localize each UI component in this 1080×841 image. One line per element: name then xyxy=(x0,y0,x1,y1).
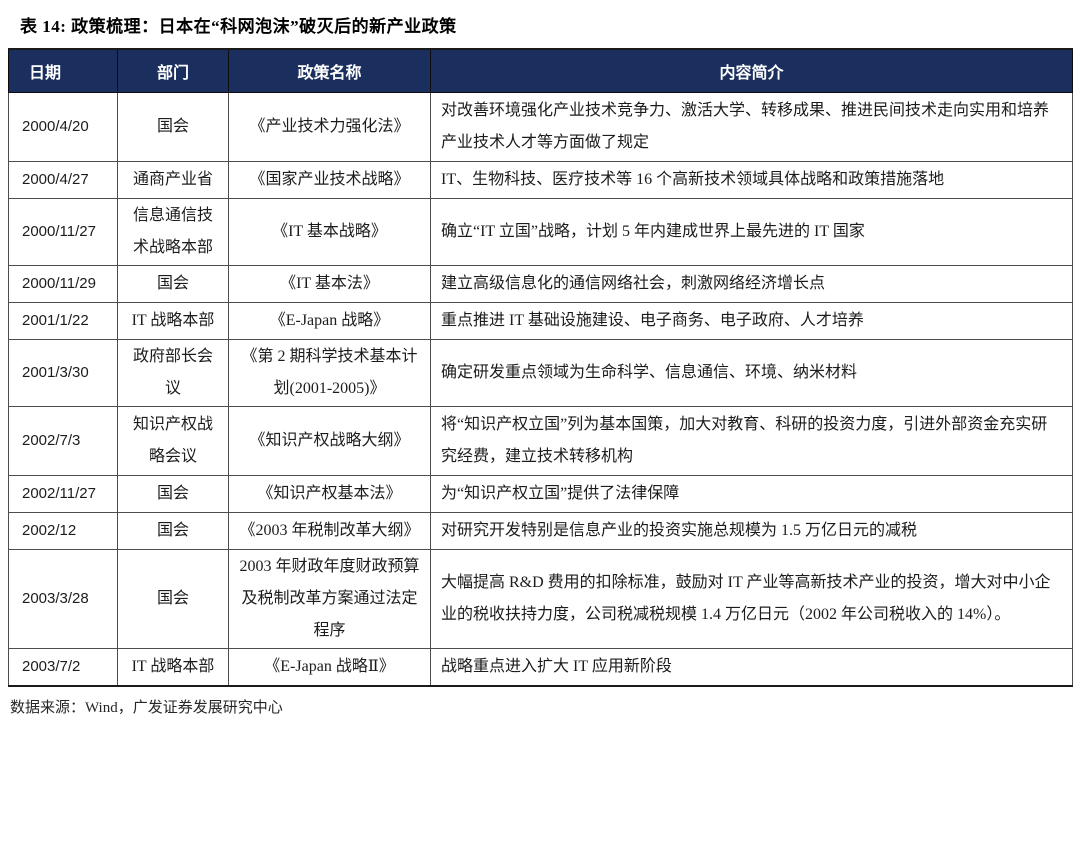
table-body: 2000/4/20 国会 《产业技术力强化法》 对改善环境强化产业技术竞争力、激… xyxy=(8,92,1073,687)
cell-description: 建立高级信息化的通信网络社会，刺激网络经济增长点 xyxy=(430,265,1073,303)
cell-department: 信息通信技术战略本部 xyxy=(117,198,229,266)
cell-description: 确立“IT 立国”战略，计划 5 年内建成世界上最先进的 IT 国家 xyxy=(430,198,1073,266)
table-title: 表 14: 政策梳理：日本在“科网泡沫”破灭后的新产业政策 xyxy=(20,17,457,36)
policy-table: 日期 部门 政策名称 内容简介 2000/4/20 国会 《产业技术力强化法》 … xyxy=(8,48,1073,687)
table-row: 2003/7/2 IT 战略本部 《E-Japan 战略Ⅱ》 战略重点进入扩大 … xyxy=(8,648,1073,687)
table-row: 2001/3/30 政府部长会议 《第 2 期科学技术基本计划(2001-200… xyxy=(8,339,1073,407)
cell-department: IT 战略本部 xyxy=(117,302,229,340)
cell-department: 国会 xyxy=(117,92,229,162)
cell-policy-name: 2003 年财政年度财政预算及税制改革方案通过法定程序 xyxy=(228,549,431,649)
cell-description: 对研究开发特别是信息产业的投资实施总规模为 1.5 万亿日元的减税 xyxy=(430,512,1073,550)
cell-date: 2000/11/27 xyxy=(8,198,118,266)
cell-description: 对改善环境强化产业技术竞争力、激活大学、转移成果、推进民间技术走向实用和培养产业… xyxy=(430,92,1073,162)
cell-policy-name: 《知识产权基本法》 xyxy=(228,475,431,513)
cell-policy-name: 《国家产业技术战略》 xyxy=(228,161,431,199)
cell-date: 2000/4/20 xyxy=(8,92,118,162)
cell-policy-name: 《知识产权战略大纲》 xyxy=(228,406,431,476)
table-row: 2002/7/3 知识产权战略会议 《知识产权战略大纲》 将“知识产权立国”列为… xyxy=(8,406,1073,476)
table-row: 2000/11/27 信息通信技术战略本部 《IT 基本战略》 确立“IT 立国… xyxy=(8,198,1073,266)
cell-description: 将“知识产权立国”列为基本国策，加大对教育、科研的投资力度，引进外部资金充实研究… xyxy=(430,406,1073,476)
cell-department: 国会 xyxy=(117,549,229,649)
cell-description: IT、生物科技、医疗技术等 16 个高新技术领域具体战略和政策措施落地 xyxy=(430,161,1073,199)
column-header-date: 日期 xyxy=(8,48,118,93)
cell-date: 2001/1/22 xyxy=(8,302,118,340)
table-row: 2003/3/28 国会 2003 年财政年度财政预算及税制改革方案通过法定程序… xyxy=(8,549,1073,649)
column-header-desc: 内容简介 xyxy=(430,48,1073,93)
cell-date: 2001/3/30 xyxy=(8,339,118,407)
cell-department: 国会 xyxy=(117,475,229,513)
cell-department: 国会 xyxy=(117,512,229,550)
cell-department: IT 战略本部 xyxy=(117,648,229,687)
cell-policy-name: 《IT 基本战略》 xyxy=(228,198,431,266)
cell-description: 为“知识产权立国”提供了法律保障 xyxy=(430,475,1073,513)
cell-policy-name: 《E-Japan 战略Ⅱ》 xyxy=(228,648,431,687)
cell-department: 知识产权战略会议 xyxy=(117,406,229,476)
cell-description: 大幅提高 R&D 费用的扣除标准，鼓励对 IT 产业等高新技术产业的投资，增大对… xyxy=(430,549,1073,649)
report-table-section: 表 14: 政策梳理：日本在“科网泡沫”破灭后的新产业政策 日期 部门 政策名称… xyxy=(8,17,1073,716)
cell-date: 2000/11/29 xyxy=(8,265,118,303)
cell-policy-name: 《第 2 期科学技术基本计划(2001-2005)》 xyxy=(228,339,431,407)
cell-description: 重点推进 IT 基础设施建设、电子商务、电子政府、人才培养 xyxy=(430,302,1073,340)
data-source-note: 数据来源：Wind，广发证券发展研究中心 xyxy=(10,700,283,716)
table-row: 2000/11/29 国会 《IT 基本法》 建立高级信息化的通信网络社会，刺激… xyxy=(8,265,1073,303)
cell-description: 战略重点进入扩大 IT 应用新阶段 xyxy=(430,648,1073,687)
table-row: 2002/12 国会 《2003 年税制改革大纲》 对研究开发特别是信息产业的投… xyxy=(8,512,1073,550)
cell-date: 2003/7/2 xyxy=(8,648,118,687)
table-row: 2000/4/27 通商产业省 《国家产业技术战略》 IT、生物科技、医疗技术等… xyxy=(8,161,1073,199)
cell-department: 通商产业省 xyxy=(117,161,229,199)
cell-description: 确定研发重点领域为生命科学、信息通信、环境、纳米材料 xyxy=(430,339,1073,407)
table-row: 2000/4/20 国会 《产业技术力强化法》 对改善环境强化产业技术竞争力、激… xyxy=(8,92,1073,162)
cell-policy-name: 《IT 基本法》 xyxy=(228,265,431,303)
cell-policy-name: 《2003 年税制改革大纲》 xyxy=(228,512,431,550)
cell-department: 国会 xyxy=(117,265,229,303)
cell-date: 2002/12 xyxy=(8,512,118,550)
table-header: 日期 部门 政策名称 内容简介 xyxy=(8,48,1073,93)
cell-policy-name: 《E-Japan 战略》 xyxy=(228,302,431,340)
cell-date: 2003/3/28 xyxy=(8,549,118,649)
table-row: 2002/11/27 国会 《知识产权基本法》 为“知识产权立国”提供了法律保障 xyxy=(8,475,1073,513)
cell-policy-name: 《产业技术力强化法》 xyxy=(228,92,431,162)
cell-date: 2002/7/3 xyxy=(8,406,118,476)
table-row: 2001/1/22 IT 战略本部 《E-Japan 战略》 重点推进 IT 基… xyxy=(8,302,1073,340)
cell-date: 2000/4/27 xyxy=(8,161,118,199)
cell-department: 政府部长会议 xyxy=(117,339,229,407)
column-header-policy: 政策名称 xyxy=(228,48,431,93)
column-header-dept: 部门 xyxy=(117,48,229,93)
cell-date: 2002/11/27 xyxy=(8,475,118,513)
